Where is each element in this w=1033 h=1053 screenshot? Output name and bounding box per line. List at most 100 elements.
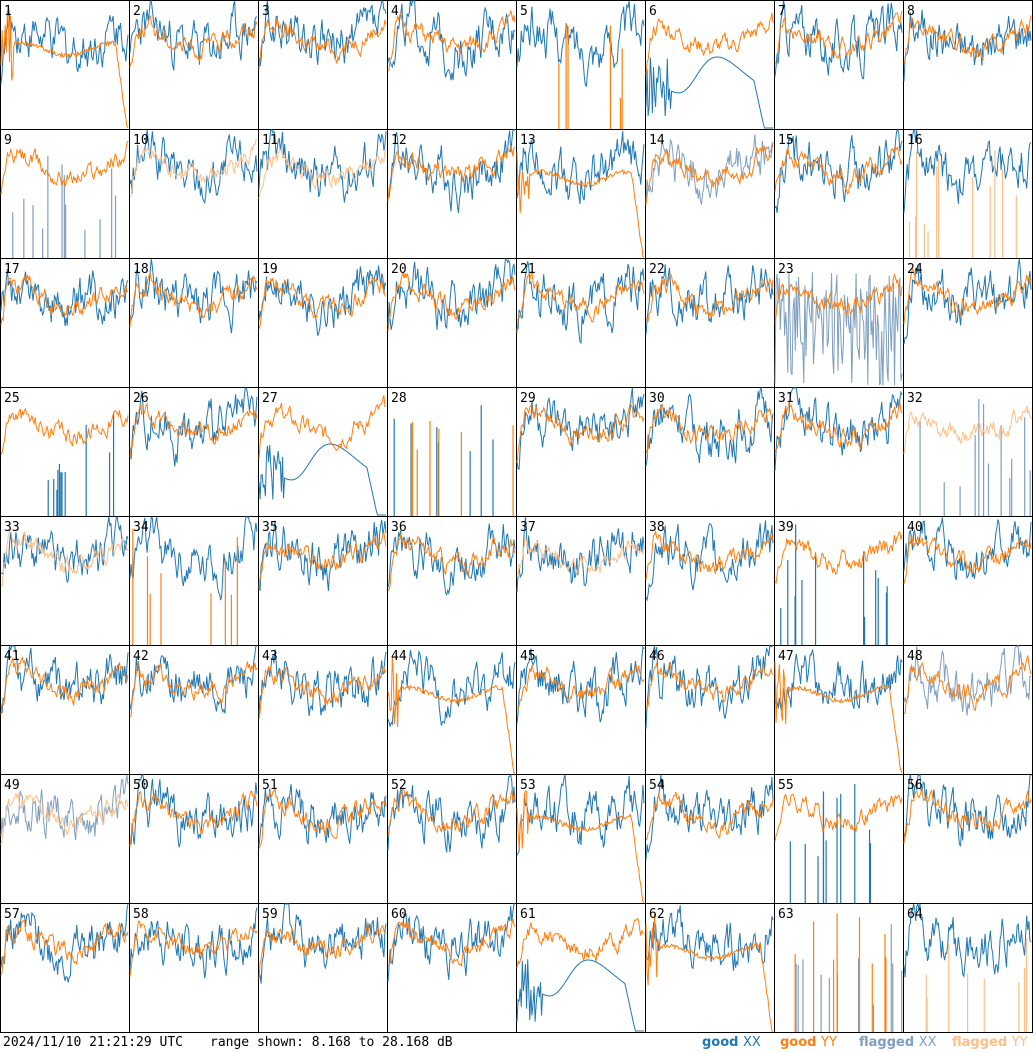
- panel-12-yy-line: [387, 144, 516, 201]
- panel-30-yy-line: [645, 403, 774, 455]
- panel-number-label: 33: [4, 520, 20, 535]
- legend-good-xx: good XX: [702, 1033, 761, 1053]
- panel-44-xx-line: [387, 649, 516, 727]
- panel-number-label: 59: [262, 907, 278, 922]
- panel-4: 4: [387, 0, 517, 130]
- panel-51-yy-line: [258, 787, 387, 850]
- panel-35-xx-line: [258, 519, 387, 591]
- panel-number-label: 57: [4, 907, 20, 922]
- panel-59-xx-line: [258, 903, 387, 984]
- panel-29: 29: [516, 387, 646, 517]
- panel-18: 18: [129, 258, 259, 388]
- panel-number-label: 39: [778, 520, 794, 535]
- panel-number-label: 49: [4, 778, 20, 793]
- panel-number-label: 21: [520, 262, 536, 277]
- panel-number-label: 12: [391, 133, 407, 148]
- panel-60: 60: [387, 903, 517, 1033]
- panel-number-label: 9: [4, 133, 12, 148]
- panel-45-yy-line: [516, 665, 645, 711]
- panel-8: 8: [903, 0, 1033, 130]
- panel-number-label: 41: [4, 649, 20, 664]
- panel-24-xx-line: [903, 258, 1032, 345]
- panel-25-yy-line: [0, 407, 129, 455]
- panel-34: 34: [129, 516, 259, 646]
- panel-36-xx-line: [387, 523, 516, 597]
- timestamp-label: 2024/11/10 21:21:29 UTC: [3, 1035, 184, 1050]
- panel-number-label: 52: [391, 778, 407, 793]
- panel-frame: [516, 0, 646, 130]
- panel-53: 53: [516, 774, 646, 904]
- panel-1-yy-line: [0, 10, 129, 129]
- panel-47: 47: [774, 645, 904, 775]
- panel-6: 6: [645, 0, 775, 130]
- panel-number-label: 37: [520, 520, 536, 535]
- panel-13-xx-line: [516, 131, 645, 205]
- panel-frame: [645, 645, 775, 775]
- panel-number-label: 14: [649, 133, 665, 148]
- panel-number-label: 19: [262, 262, 278, 277]
- panel-48-xx-line: [903, 645, 1032, 716]
- panel-32-yy-line: [903, 405, 1032, 454]
- panel-number-label: 1: [4, 4, 12, 19]
- panel-4-xx-line: [387, 0, 516, 81]
- panel-20-yy-line: [387, 271, 516, 331]
- panel-61-xx-line: [516, 959, 644, 1032]
- panel-26: 26: [129, 387, 259, 517]
- legend-flagged-xx-label: flagged: [859, 1035, 915, 1050]
- panel-number-label: 24: [907, 262, 923, 277]
- panel-3-xx-line: [258, 0, 387, 67]
- panel-22-xx-line: [645, 264, 774, 335]
- panel-23-yy-line: [774, 272, 903, 322]
- panel-14-xx-line: [645, 134, 774, 205]
- panel-41-yy-line: [0, 656, 129, 715]
- panel-number-label: 11: [262, 133, 278, 148]
- panel-60-yy-line: [387, 918, 516, 968]
- panel-number-label: 27: [262, 391, 278, 406]
- panel-frame: [645, 129, 775, 259]
- panel-13: 13: [516, 129, 646, 259]
- panel-47-xx-line: [774, 649, 903, 711]
- panel-11-xx-line: [258, 129, 387, 203]
- panel-55: 55: [774, 774, 904, 904]
- panel-12: 12: [387, 129, 517, 259]
- panel-8-xx-line: [903, 9, 1032, 82]
- panel-37-xx-line: [516, 516, 645, 593]
- panel-number-label: 22: [649, 262, 665, 277]
- panel-48-yy-line: [903, 655, 1032, 715]
- panel-frame: [516, 645, 646, 775]
- panel-53-yy-line: [516, 790, 644, 903]
- panel-number-label: 26: [133, 391, 149, 406]
- panel-frame: [0, 645, 130, 775]
- panel-58-xx-line: [129, 907, 258, 979]
- panel-18-xx-line: [129, 259, 258, 334]
- panel-frame: [774, 774, 904, 904]
- panel-number-label: 60: [391, 907, 407, 922]
- panel-24: 24: [903, 258, 1033, 388]
- panel-46-yy-line: [645, 661, 774, 710]
- legend-good-xx-label: good: [702, 1035, 739, 1050]
- panel-number-label: 8: [907, 4, 915, 19]
- panel-frame: [774, 903, 904, 1033]
- panel-30: 30: [645, 386, 775, 517]
- panel-62-xx-line: [645, 905, 774, 971]
- panel-59-yy-line: [258, 923, 387, 979]
- panel-number-label: 64: [907, 907, 923, 922]
- panel-41-xx-line: [0, 645, 129, 714]
- panel-9: 9: [0, 129, 130, 259]
- panel-22: 22: [645, 258, 775, 388]
- panel-64: 64: [903, 902, 1033, 1033]
- panel-frame: [516, 258, 646, 388]
- panel-number-label: 20: [391, 262, 407, 277]
- panel-6-yy-line: [645, 12, 774, 76]
- panel-21-xx-line: [516, 261, 645, 345]
- panel-38-xx-line: [645, 520, 774, 602]
- panel-frame: [0, 129, 130, 259]
- panel-number-label: 46: [649, 649, 665, 664]
- panel-number-label: 62: [649, 907, 665, 922]
- panel-frame: [387, 387, 517, 517]
- panel-3: 3: [258, 0, 388, 130]
- panel-1: 1: [0, 0, 130, 130]
- panel-26-xx-line: [129, 387, 258, 467]
- footer-bar: 2024/11/10 21:21:29 UTC range shown: 8.1…: [0, 1033, 1033, 1053]
- panel-38: 38: [645, 516, 775, 646]
